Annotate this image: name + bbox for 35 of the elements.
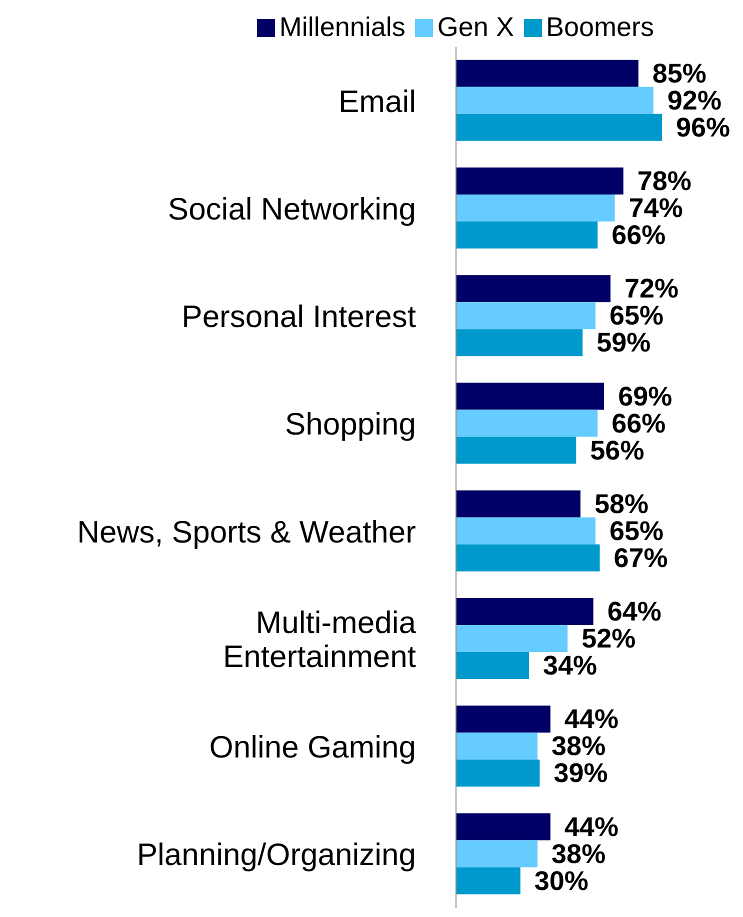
bar <box>456 867 520 894</box>
y-tick-label: Email <box>338 83 416 118</box>
bar <box>456 598 594 626</box>
bar <box>456 436 576 464</box>
y-tick-label: Planning/Organizing <box>136 836 416 872</box>
legend-label: Boomers <box>544 12 654 43</box>
bar <box>456 168 624 195</box>
y-tick-label: News, Sports & Weather <box>77 514 416 549</box>
bar <box>456 275 610 302</box>
bar <box>456 329 583 356</box>
bar <box>456 490 580 518</box>
bar <box>456 706 550 733</box>
bar <box>456 840 538 868</box>
bar <box>456 382 604 410</box>
y-tick-label: Multi-media Entertainment <box>223 604 417 674</box>
y-tick-label: Personal Interest <box>182 298 416 334</box>
bar <box>456 625 568 652</box>
bar <box>456 813 550 840</box>
bar <box>456 86 654 114</box>
legend-label: Gen X <box>436 12 514 43</box>
y-tick-label: Social Networking <box>168 190 416 226</box>
bar <box>456 194 615 222</box>
bar <box>456 732 538 760</box>
bar <box>456 60 638 87</box>
bar <box>456 544 600 572</box>
bar <box>456 222 598 249</box>
bar <box>456 760 540 787</box>
bar <box>456 302 596 330</box>
bar <box>456 410 598 437</box>
y-tick-label: Shopping <box>284 406 416 442</box>
legend-label: Millennials <box>278 12 406 43</box>
bar <box>456 114 662 141</box>
bar <box>456 517 596 544</box>
y-tick-label: Online Gaming <box>209 729 416 764</box>
bar <box>456 652 529 680</box>
